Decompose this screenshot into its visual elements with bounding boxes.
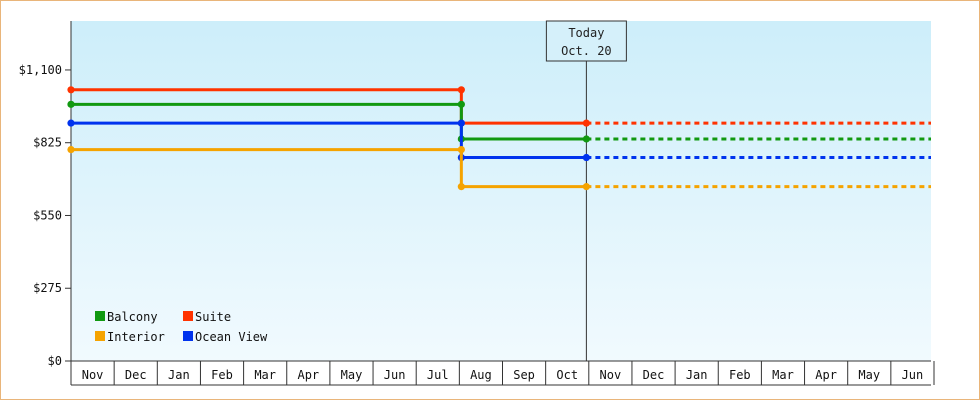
legend-item: Suite bbox=[183, 310, 231, 324]
x-month-label: Nov bbox=[600, 368, 622, 382]
x-month-label: Feb bbox=[729, 368, 751, 382]
legend-swatch bbox=[95, 311, 105, 321]
legend-swatch bbox=[183, 311, 193, 321]
legend-item: Interior bbox=[95, 330, 165, 344]
y-tick-label: $0 bbox=[48, 354, 62, 368]
y-tick-label: $1,100 bbox=[19, 63, 62, 77]
plot-background bbox=[71, 21, 931, 361]
x-month-label: Sep bbox=[513, 368, 535, 382]
x-month-label: Jun bbox=[384, 368, 406, 382]
legend-label: Ocean View bbox=[195, 330, 268, 344]
today-label: Today bbox=[568, 26, 604, 40]
x-month-label: Feb bbox=[211, 368, 233, 382]
x-month-label: Nov bbox=[82, 368, 104, 382]
legend-label: Balcony bbox=[107, 310, 158, 324]
data-point bbox=[457, 183, 465, 191]
data-point bbox=[457, 119, 465, 127]
legend-swatch bbox=[95, 331, 105, 341]
data-point bbox=[67, 119, 75, 127]
today-date-label: Oct. 20 bbox=[561, 44, 612, 58]
x-month-label: Jan bbox=[168, 368, 190, 382]
legend-item: Balcony bbox=[95, 310, 158, 324]
series-ocean-view bbox=[67, 119, 931, 162]
x-month-label: Jan bbox=[686, 368, 708, 382]
x-month-label: Dec bbox=[643, 368, 665, 382]
data-point bbox=[457, 100, 465, 108]
data-point bbox=[67, 86, 75, 94]
y-tick-label: $275 bbox=[33, 281, 62, 295]
x-month-label: May bbox=[341, 368, 363, 382]
series-line bbox=[71, 121, 587, 160]
x-month-label: May bbox=[858, 368, 880, 382]
data-point bbox=[582, 135, 590, 143]
x-month-label: Jun bbox=[902, 368, 924, 382]
series-line bbox=[71, 148, 587, 189]
x-month-label: Aug bbox=[470, 368, 492, 382]
x-month-label: Jul bbox=[427, 368, 449, 382]
x-month-label: Apr bbox=[815, 368, 837, 382]
legend-label: Suite bbox=[195, 310, 231, 324]
legend-swatch bbox=[183, 331, 193, 341]
today-box bbox=[545, 20, 627, 62]
x-month-label: Oct bbox=[556, 368, 578, 382]
x-month-label: Mar bbox=[772, 368, 794, 382]
legend-item: Ocean View bbox=[183, 330, 268, 344]
data-point bbox=[67, 145, 75, 154]
legend-label: Interior bbox=[107, 330, 165, 344]
x-month-label: Mar bbox=[254, 368, 276, 382]
x-month-label: Apr bbox=[297, 368, 319, 382]
data-point bbox=[582, 183, 590, 191]
data-point bbox=[457, 145, 465, 154]
y-tick-label: $825 bbox=[33, 136, 62, 150]
y-tick-label: $550 bbox=[33, 208, 62, 222]
x-month-label: Dec bbox=[125, 368, 147, 382]
data-point bbox=[67, 100, 75, 108]
data-point bbox=[457, 86, 465, 94]
series-interior bbox=[67, 145, 931, 191]
data-point bbox=[582, 153, 590, 162]
data-point bbox=[582, 119, 590, 127]
